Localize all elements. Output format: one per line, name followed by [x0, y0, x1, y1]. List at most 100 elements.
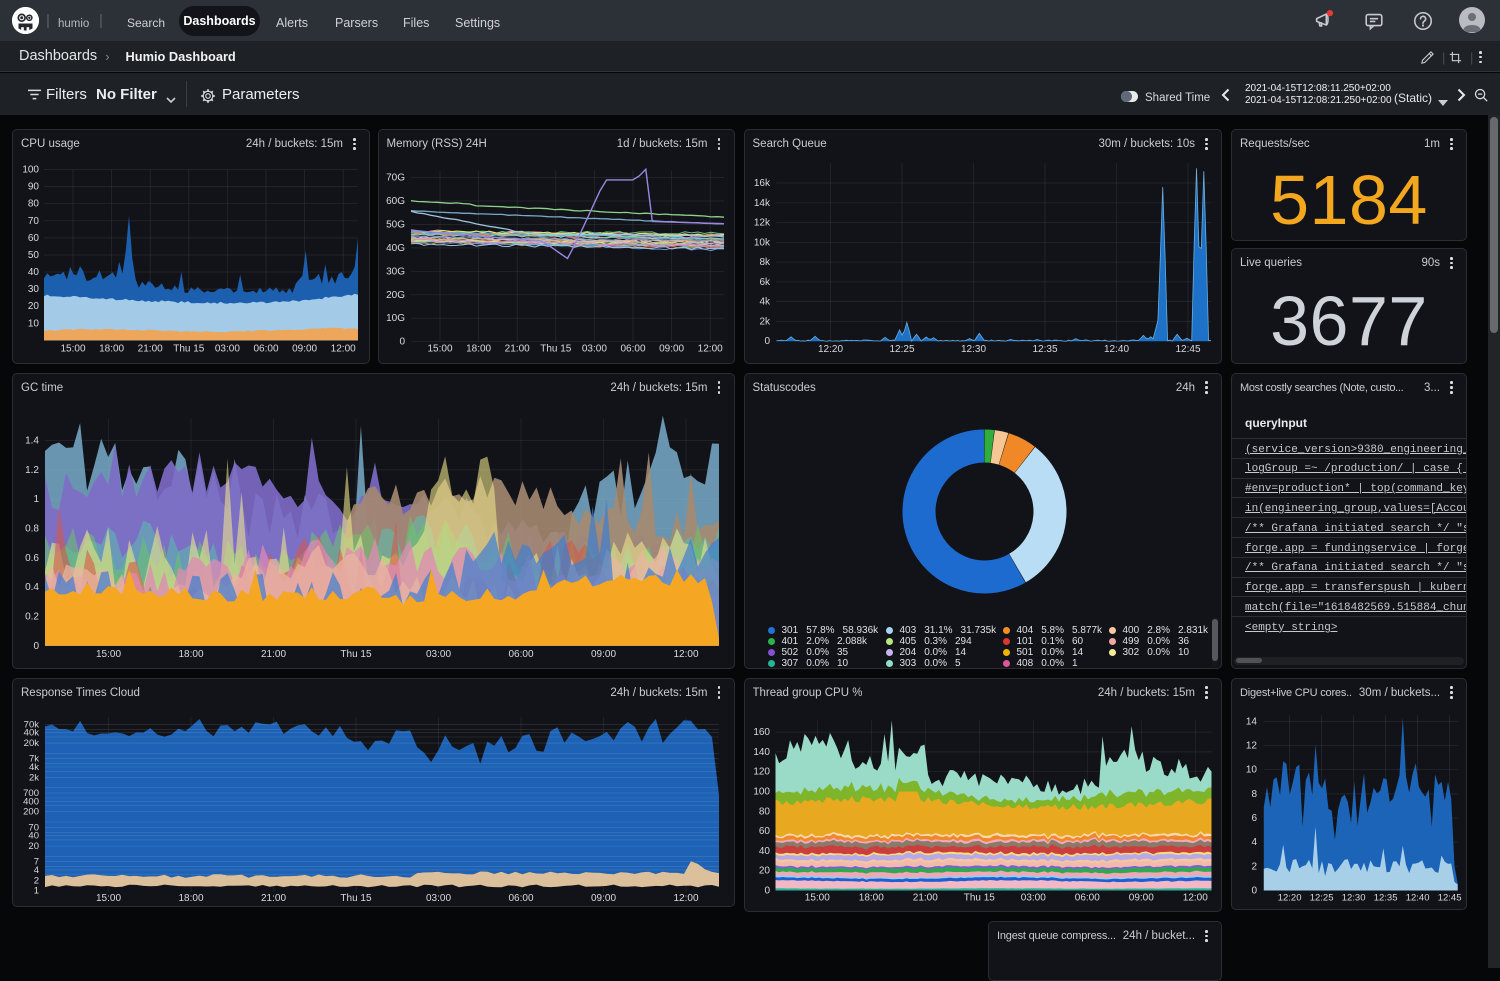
- svg-text:0: 0: [1251, 885, 1257, 896]
- svg-text:15:00: 15:00: [96, 649, 121, 660]
- svg-text:18:00: 18:00: [178, 893, 203, 904]
- svg-text:14k: 14k: [753, 198, 770, 209]
- svg-text:12:35: 12:35: [1374, 892, 1398, 903]
- svg-text:400: 400: [23, 796, 39, 807]
- svg-text:4k: 4k: [29, 762, 39, 773]
- svg-text:0: 0: [33, 640, 39, 651]
- svg-text:Thu 15: Thu 15: [173, 344, 205, 355]
- svg-text:21:00: 21:00: [138, 344, 163, 355]
- svg-text:12k: 12k: [753, 218, 770, 229]
- svg-text:12:00: 12:00: [673, 649, 698, 660]
- svg-text:Thu 15: Thu 15: [540, 344, 572, 355]
- svg-text:12:40: 12:40: [1103, 344, 1128, 355]
- svg-text:12:45: 12:45: [1175, 344, 1200, 355]
- svg-text:Thu 15: Thu 15: [340, 893, 372, 904]
- svg-text:21:00: 21:00: [912, 892, 937, 903]
- svg-text:14: 14: [1246, 716, 1258, 727]
- svg-text:0.8: 0.8: [25, 523, 39, 534]
- svg-text:700: 700: [23, 788, 39, 799]
- svg-text:60: 60: [758, 826, 770, 837]
- svg-text:160: 160: [753, 727, 770, 738]
- svg-text:60G: 60G: [386, 196, 405, 207]
- svg-text:12:45: 12:45: [1438, 892, 1462, 903]
- svg-text:0.2: 0.2: [25, 611, 39, 622]
- svg-text:12:25: 12:25: [1310, 892, 1334, 903]
- svg-text:30: 30: [28, 284, 40, 295]
- svg-text:Thu 15: Thu 15: [963, 892, 995, 903]
- svg-text:40: 40: [28, 267, 40, 278]
- svg-text:20k: 20k: [24, 738, 40, 749]
- svg-text:15:00: 15:00: [804, 892, 829, 903]
- svg-text:30G: 30G: [386, 266, 405, 277]
- svg-text:09:00: 09:00: [591, 893, 616, 904]
- svg-text:90: 90: [28, 182, 40, 193]
- svg-text:10: 10: [28, 318, 40, 329]
- svg-text:18:00: 18:00: [466, 344, 491, 355]
- svg-text:6k: 6k: [759, 277, 771, 288]
- svg-text:70: 70: [28, 822, 39, 833]
- svg-text:100: 100: [753, 786, 770, 797]
- svg-text:06:00: 06:00: [508, 649, 533, 660]
- svg-text:Thu 15: Thu 15: [340, 649, 372, 660]
- svg-text:18:00: 18:00: [99, 344, 124, 355]
- svg-text:8k: 8k: [759, 257, 771, 268]
- svg-text:0: 0: [764, 885, 770, 896]
- svg-text:12:30: 12:30: [960, 344, 985, 355]
- svg-text:03:00: 03:00: [426, 893, 451, 904]
- svg-text:12:00: 12:00: [673, 893, 698, 904]
- svg-text:8: 8: [1251, 788, 1257, 799]
- svg-text:21:00: 21:00: [504, 344, 529, 355]
- svg-text:50: 50: [28, 250, 40, 261]
- svg-text:20G: 20G: [386, 290, 405, 301]
- svg-text:10: 10: [1246, 764, 1258, 775]
- svg-text:12:20: 12:20: [1278, 892, 1302, 903]
- svg-text:21:00: 21:00: [261, 649, 286, 660]
- svg-text:12:25: 12:25: [889, 344, 914, 355]
- svg-text:09:00: 09:00: [591, 649, 616, 660]
- svg-text:4: 4: [1251, 837, 1257, 848]
- svg-text:60: 60: [28, 233, 40, 244]
- svg-text:80: 80: [28, 199, 40, 210]
- svg-text:18:00: 18:00: [178, 649, 203, 660]
- svg-text:21:00: 21:00: [261, 893, 286, 904]
- svg-text:1: 1: [34, 885, 39, 896]
- svg-text:09:00: 09:00: [1128, 892, 1153, 903]
- svg-text:1.4: 1.4: [25, 435, 39, 446]
- svg-text:2k: 2k: [759, 316, 771, 327]
- svg-text:20: 20: [758, 865, 770, 876]
- svg-text:10G: 10G: [386, 313, 405, 324]
- svg-text:80: 80: [758, 806, 770, 817]
- svg-text:12:00: 12:00: [331, 344, 356, 355]
- svg-text:12:00: 12:00: [1182, 892, 1207, 903]
- svg-text:70G: 70G: [386, 173, 405, 184]
- svg-text:200: 200: [23, 806, 39, 817]
- svg-text:03:00: 03:00: [215, 344, 240, 355]
- svg-text:12:40: 12:40: [1406, 892, 1430, 903]
- svg-text:06:00: 06:00: [508, 893, 533, 904]
- svg-text:20: 20: [28, 841, 39, 852]
- svg-text:10k: 10k: [753, 237, 770, 248]
- svg-text:50G: 50G: [386, 219, 405, 230]
- svg-text:4: 4: [34, 864, 39, 875]
- svg-text:6: 6: [1251, 813, 1257, 824]
- svg-text:2: 2: [34, 875, 39, 886]
- svg-text:140: 140: [753, 746, 770, 757]
- svg-text:0.4: 0.4: [25, 582, 39, 593]
- svg-text:06:00: 06:00: [1074, 892, 1099, 903]
- svg-text:12:00: 12:00: [697, 344, 722, 355]
- svg-text:16k: 16k: [753, 178, 770, 189]
- svg-text:15:00: 15:00: [96, 893, 121, 904]
- svg-text:09:00: 09:00: [292, 344, 317, 355]
- svg-text:12:35: 12:35: [1032, 344, 1057, 355]
- svg-text:1: 1: [33, 494, 39, 505]
- svg-text:09:00: 09:00: [659, 344, 684, 355]
- svg-text:120: 120: [753, 766, 770, 777]
- svg-text:15:00: 15:00: [427, 344, 452, 355]
- svg-text:70: 70: [28, 216, 40, 227]
- svg-text:1.2: 1.2: [25, 464, 39, 475]
- svg-text:4k: 4k: [759, 297, 771, 308]
- svg-text:70k: 70k: [24, 719, 40, 730]
- svg-text:18:00: 18:00: [858, 892, 883, 903]
- svg-text:0: 0: [399, 337, 405, 348]
- svg-text:40G: 40G: [386, 243, 405, 254]
